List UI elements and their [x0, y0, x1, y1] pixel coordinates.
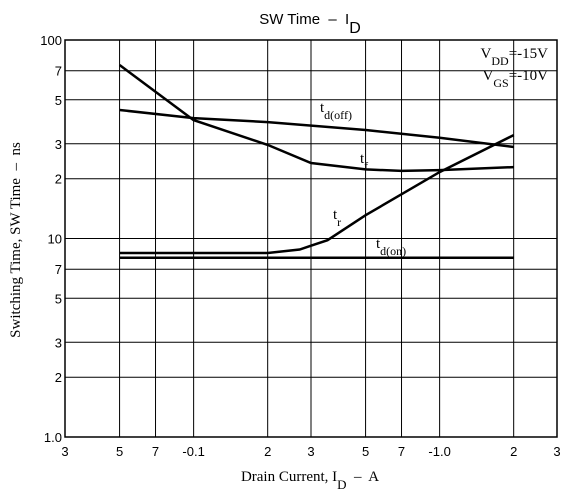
y-tick-label: 5 — [55, 291, 62, 306]
plot-frame — [64, 39, 558, 438]
y-tick-label: 10 — [48, 232, 62, 247]
y-tick-label: 1.0 — [44, 430, 62, 445]
y-tick-label: 100 — [40, 33, 62, 48]
x-tick-label: 5 — [116, 444, 123, 459]
annotation-part: V — [483, 68, 494, 84]
x-axis-label-part: Drain Current, I — [241, 469, 337, 485]
x-tick-label: 5 — [362, 444, 369, 459]
series-label-part: t — [376, 236, 381, 252]
x-axis-label-part: D — [337, 477, 346, 490]
series-line — [118, 63, 514, 173]
y-tick-label: 3 — [55, 137, 62, 152]
series-label-part: t — [320, 100, 325, 116]
annotation-part: GS — [493, 76, 508, 90]
annotation: VDD=-15V — [481, 46, 549, 68]
x-axis-label-part: – A — [347, 469, 380, 485]
chart-title-part: SW Time – I — [259, 11, 349, 28]
series-label: tf — [360, 151, 368, 173]
y-axis-label-part: Switching Time, SW Time – ns — [8, 142, 24, 338]
chart-title: SW Time – ID — [259, 11, 361, 37]
y-tick-label: 2 — [55, 370, 62, 385]
x-tick-label: 2 — [264, 444, 271, 459]
x-tick-label: 7 — [398, 444, 405, 459]
annotation-part: =-10V — [509, 68, 548, 84]
series-label: tr — [333, 207, 341, 229]
x-tick-label: 2 — [510, 444, 517, 459]
x-tick-label: 3 — [553, 444, 560, 459]
series-label-part: f — [364, 159, 368, 173]
series-label-part: t — [333, 207, 338, 223]
y-tick-label: 7 — [55, 262, 62, 277]
series-line — [119, 133, 515, 255]
y-tick-label: 7 — [55, 64, 62, 79]
x-tick-label: 7 — [152, 444, 159, 459]
series-label-part: r — [337, 215, 341, 229]
annotation-part: =-15V — [509, 46, 548, 62]
x-tick-label: 3 — [307, 444, 314, 459]
chart-title-part: D — [349, 20, 361, 37]
y-axis-label: Switching Time, SW Time – ns — [8, 142, 24, 338]
x-tick-label: -1.0 — [428, 444, 450, 459]
y-tick-label: 5 — [55, 93, 62, 108]
x-axis-label: Drain Current, ID – A — [241, 469, 379, 490]
annotation-part: V — [481, 46, 492, 62]
x-tick-label: -0.1 — [182, 444, 204, 459]
series-label: td(on) — [376, 236, 406, 258]
series-label-part: d(on) — [380, 244, 406, 258]
series-line — [119, 108, 514, 149]
y-tick-label: 3 — [55, 335, 62, 350]
x-tick-label: 3 — [61, 444, 68, 459]
annotation-part: DD — [491, 54, 509, 68]
series-label-part: d(off) — [324, 108, 352, 122]
y-tick-label: 2 — [55, 172, 62, 187]
series-label: td(off) — [320, 100, 352, 122]
annotation: VGS=-10V — [483, 68, 549, 90]
series-label-part: t — [360, 151, 365, 167]
